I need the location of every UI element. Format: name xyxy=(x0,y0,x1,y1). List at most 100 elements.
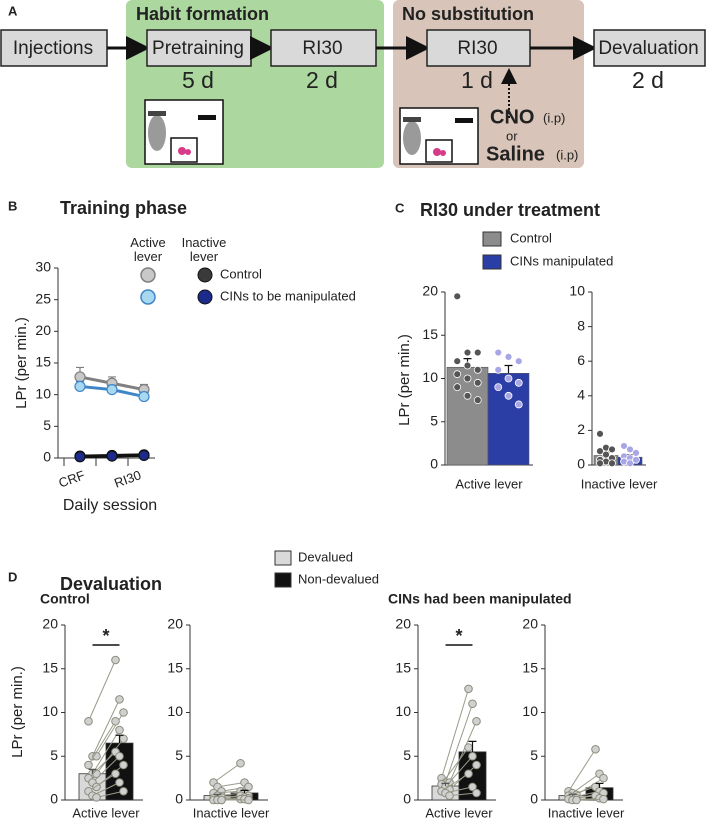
point xyxy=(620,442,628,450)
point xyxy=(591,744,600,754)
point xyxy=(217,795,226,805)
chart-title: Devaluation xyxy=(60,574,162,594)
y-axis-label: LPr (per min.) xyxy=(13,317,30,409)
pair-line xyxy=(568,748,596,792)
mouse-icon xyxy=(399,107,479,165)
y-tick-label: 5 xyxy=(530,747,538,763)
chart-title: RI30 under treatment xyxy=(420,200,600,220)
treatment-or: or xyxy=(506,128,518,143)
pair-line xyxy=(445,755,473,788)
point xyxy=(463,374,472,383)
duration: 5 d xyxy=(182,67,214,93)
point xyxy=(472,716,481,726)
y-tick-label: 10 xyxy=(522,703,538,719)
legend-swatch xyxy=(482,254,502,270)
point xyxy=(494,383,503,392)
legend-swatch xyxy=(274,572,292,588)
y-tick-label: 15 xyxy=(167,659,183,675)
point xyxy=(596,459,604,468)
legend-label: Non-devalued xyxy=(298,571,379,586)
y-tick-label: 0 xyxy=(403,791,411,807)
y-tick-label: 15 xyxy=(422,326,438,342)
point xyxy=(504,391,513,400)
significance: * xyxy=(102,626,109,646)
y-tick-label: 10 xyxy=(422,369,438,385)
pair-line xyxy=(88,773,116,792)
legend-marker xyxy=(197,289,213,305)
point xyxy=(115,778,124,787)
y-tick-label: 8 xyxy=(577,317,585,333)
legend-label: CINs to be manipulated xyxy=(220,288,356,303)
point xyxy=(473,396,482,405)
phase-title: Habit formation xyxy=(136,4,269,24)
panel-label: A xyxy=(8,3,18,18)
pair-line xyxy=(213,762,241,783)
point xyxy=(453,370,462,379)
legend-column: Inactive lever xyxy=(181,235,227,264)
point xyxy=(92,793,101,802)
point xyxy=(514,357,523,366)
step-label: Pretraining xyxy=(152,38,244,59)
legend-column: Active lever xyxy=(130,235,166,264)
legend-marker xyxy=(140,267,156,283)
point xyxy=(453,292,462,301)
y-tick-label: 15 xyxy=(42,659,58,675)
y-tick-label: 5 xyxy=(175,747,183,763)
point xyxy=(468,699,477,709)
point xyxy=(463,348,472,357)
step-label: RI30 xyxy=(457,38,497,59)
step-label: Injections xyxy=(13,38,93,59)
x-axis-label: Active lever xyxy=(455,476,523,491)
y-tick-label: 20 xyxy=(395,616,411,632)
panel-label: D xyxy=(8,569,17,584)
pair-line xyxy=(449,792,477,797)
error-bar xyxy=(88,768,97,774)
point xyxy=(74,380,86,393)
y-tick-label: 5 xyxy=(43,417,51,433)
point xyxy=(453,357,462,366)
legend-marker xyxy=(197,267,213,283)
group-title: Control xyxy=(40,591,90,607)
y-tick-label: 0 xyxy=(175,791,183,807)
point xyxy=(464,769,473,779)
y-tick-label: 20 xyxy=(42,616,58,632)
point xyxy=(572,795,581,805)
step-label: Devaluation xyxy=(598,38,698,59)
point xyxy=(473,365,482,374)
pair-line xyxy=(445,703,473,783)
pair-line xyxy=(88,720,116,766)
point xyxy=(111,769,120,779)
point xyxy=(468,782,477,792)
point xyxy=(599,794,608,804)
error-bar xyxy=(468,740,477,752)
chart-title: Training phase xyxy=(60,198,187,218)
pair-line xyxy=(441,773,469,792)
y-tick-label: 0 xyxy=(43,449,51,465)
point xyxy=(494,365,503,374)
point xyxy=(473,378,482,387)
point xyxy=(463,361,472,370)
pair-line xyxy=(96,790,124,798)
error-bar xyxy=(504,364,513,374)
y-axis-label: LPr (per min.) xyxy=(9,666,26,758)
point xyxy=(473,348,482,357)
step-box xyxy=(593,29,706,67)
phase-title: No substitution xyxy=(402,4,534,24)
point xyxy=(106,450,118,462)
y-tick-label: 15 xyxy=(35,354,51,370)
point xyxy=(504,374,513,383)
y-tick-label: 15 xyxy=(522,659,538,675)
pair-line xyxy=(88,659,116,722)
pair-line xyxy=(96,738,124,775)
x-axis-label: Active lever xyxy=(425,805,493,820)
pair-line xyxy=(576,798,604,801)
point xyxy=(504,352,513,361)
error-bar xyxy=(595,782,604,788)
point xyxy=(74,451,86,463)
pair-line xyxy=(441,747,469,785)
y-tick-label: 10 xyxy=(42,703,58,719)
y-tick-label: 15 xyxy=(395,659,411,675)
point xyxy=(514,400,523,409)
point xyxy=(445,791,454,800)
